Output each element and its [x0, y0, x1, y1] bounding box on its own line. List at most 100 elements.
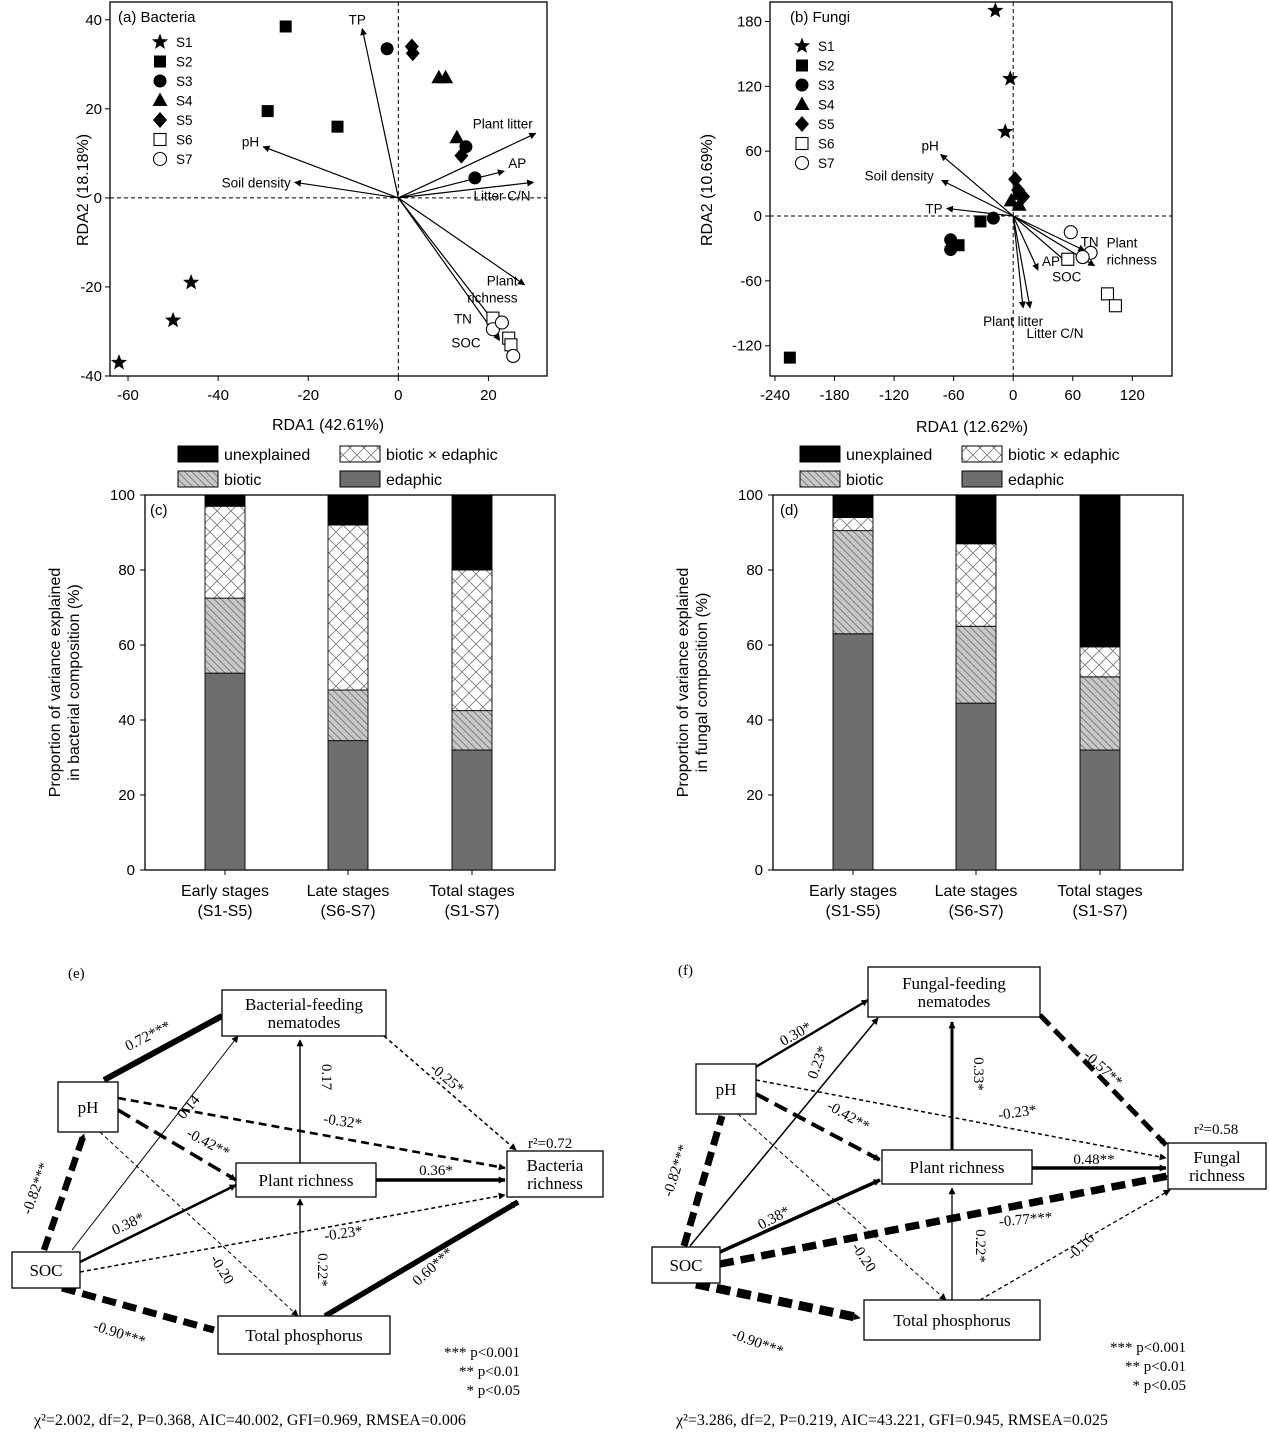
path-coefficient: -0.20: [206, 1252, 236, 1287]
x-tick-label: (S6-S7): [320, 903, 375, 920]
path-coefficient: -0.23*: [323, 1223, 364, 1244]
node-box-br: [506, 1150, 604, 1198]
bar-segment-unexplained: [832, 494, 874, 518]
vector-arrow: [1012, 215, 1039, 271]
x-tick-label: -60: [943, 387, 965, 404]
legend-label: S3: [818, 78, 835, 93]
bar-segment-biotic: [327, 689, 369, 742]
node-box-soc: [11, 1251, 81, 1289]
point-s4: [1011, 197, 1027, 211]
vector-arrow: [398, 132, 537, 199]
vector-arrow: [360, 28, 399, 199]
path-arrow-soc-ph: [40, 1132, 88, 1252]
legend-label: S1: [176, 35, 193, 50]
point-s2: [331, 120, 344, 133]
legend-label: S7: [176, 152, 193, 167]
point-s1: [1002, 70, 1019, 86]
y-tick-label: 80: [118, 562, 135, 579]
vector-label: Plant litter: [473, 116, 534, 131]
node-label-bfn: nematodes: [268, 1013, 341, 1032]
vector-label: SOC: [1052, 270, 1082, 285]
path-arrow-ph-pr: [755, 1092, 881, 1162]
legend-label-interaction: biotic × edaphic: [1008, 447, 1120, 464]
node-box-tp: [217, 1315, 391, 1355]
y-axis-label: RDA2 (10.69%): [699, 134, 716, 246]
vector-arrow: [1012, 215, 1033, 309]
point-s6: [504, 338, 518, 352]
point-s3: [944, 243, 958, 257]
legend-marker-s2: [154, 55, 166, 68]
x-tick-label: 120: [1120, 387, 1145, 404]
legend-marker-s1: [793, 37, 811, 53]
x-tick-label: Early stages: [181, 883, 269, 900]
vector-arrow: [1012, 215, 1026, 309]
path-arrow-tp-fr: [979, 1189, 1171, 1301]
y-tick-label: -60: [740, 273, 762, 290]
plot-frame: [769, 1, 1173, 377]
node-label-fr: Fungal: [1193, 1148, 1241, 1167]
legend-label-biotic: biotic: [224, 472, 261, 489]
path-coefficient: 0.36*: [419, 1163, 453, 1179]
legend-label-interaction: biotic × edaphic: [386, 447, 498, 464]
point-s6: [1061, 252, 1075, 266]
significance-key: ** p<0.01: [459, 1364, 520, 1380]
path-coefficient: -0.16: [1064, 1230, 1098, 1264]
legend-marker-s4: [152, 92, 168, 106]
path-arrow-ph-bfn: [102, 1013, 224, 1083]
legend-swatch-biotic: [799, 470, 841, 488]
legend-marker-s7: [794, 155, 810, 171]
path-arrow-soc-br: [79, 1192, 506, 1273]
path-coefficient: -0.23*: [997, 1102, 1038, 1123]
vector-label: richness: [1107, 253, 1158, 268]
node-box-bfn: [221, 989, 387, 1037]
point-s6: [1108, 299, 1122, 313]
node-label-tp: Total phosphorus: [245, 1326, 362, 1345]
node-label-tp: Total phosphorus: [893, 1311, 1010, 1330]
vector-arrow: [262, 145, 399, 199]
y-tick-label: 40: [118, 712, 135, 729]
legend-marker-s5: [153, 112, 167, 128]
bar-segment-unexplained: [1079, 494, 1121, 648]
legend-label: S6: [818, 137, 835, 152]
legend-label-edaphic: edaphic: [386, 472, 442, 489]
vector-label: TN: [454, 311, 472, 326]
node-label-ffn: nematodes: [918, 992, 991, 1011]
x-tick-label: (S1-S5): [825, 903, 880, 920]
node-label-soc: SOC: [669, 1256, 702, 1275]
bar-segment-edaphic: [451, 749, 493, 871]
path-arrow-soc-ffn: [689, 1017, 879, 1247]
plot-frame: [109, 1, 548, 377]
sem-fungi-panel: (f) 0.30*0.23* 0.33* -0.57** -0.23* -0.42** 0…: [651, 963, 1267, 1429]
path-coefficient: -0.32*: [322, 1111, 363, 1132]
point-s4: [1003, 192, 1019, 207]
legend-marker-s3: [153, 74, 167, 88]
y-axis-label: Proportion of variance explained: [675, 568, 692, 797]
node-box-soc: [651, 1246, 721, 1284]
y-tick-label: 40: [746, 712, 763, 729]
r-squared: r²=0.58: [1194, 1122, 1238, 1138]
y-tick-label: 20: [85, 101, 102, 118]
point-s1: [987, 2, 1004, 18]
bar-segment-edaphic: [1079, 749, 1121, 871]
path-coefficient: 0.22*: [972, 1229, 988, 1263]
point-s1: [997, 123, 1014, 139]
node-box-tp: [863, 1299, 1041, 1341]
y-tick-label: -120: [732, 338, 762, 355]
legend-swatch-interaction: [961, 445, 1003, 463]
legend-label-edaphic: edaphic: [1008, 472, 1064, 489]
x-tick-label: -180: [820, 387, 850, 404]
x-tick-label: 0: [394, 387, 402, 404]
panel-title: (d): [780, 502, 798, 519]
rda-fungi-panel: (b) Fungi RDA1 (12.62%) RDA2 (10.69%) -2…: [699, 1, 1173, 436]
legend-label: S2: [176, 55, 193, 70]
node-label-br: richness: [527, 1174, 583, 1193]
legend-swatch-edaphic: [339, 470, 381, 488]
x-tick-label: Late stages: [307, 883, 390, 900]
node-box-ph: [57, 1081, 119, 1133]
y-tick-label: 40: [85, 12, 102, 29]
legend-swatch-interaction: [339, 445, 381, 463]
path-arrow-soc-pr: [719, 1178, 881, 1254]
legend-marker-s1: [151, 33, 169, 49]
node-label-ffn: Fungal-feeding: [902, 974, 1006, 993]
